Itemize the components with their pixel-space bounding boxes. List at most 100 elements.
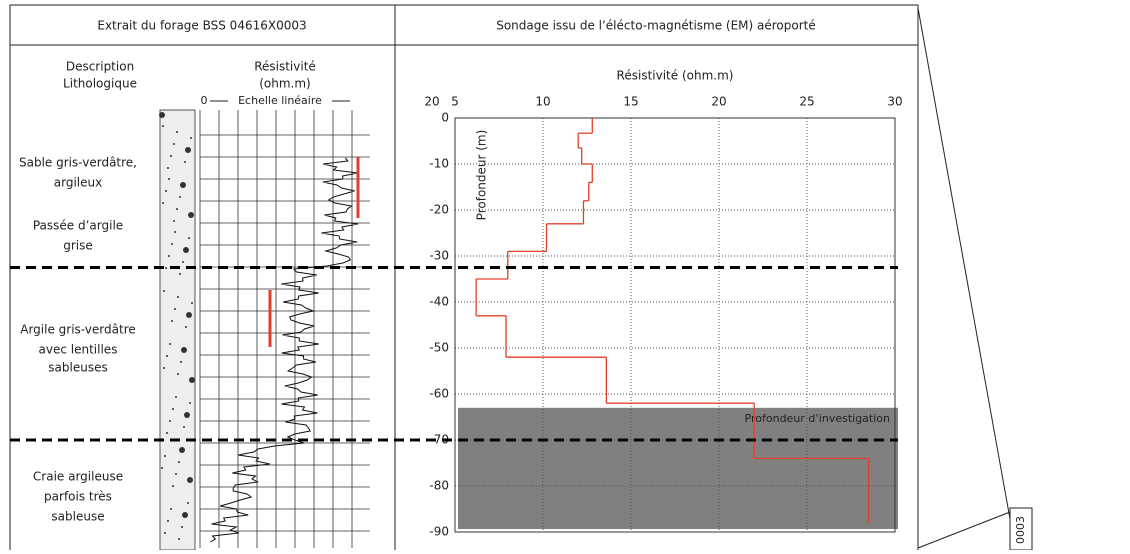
lithology-dot bbox=[172, 485, 174, 487]
y-tick-label: -40 bbox=[429, 295, 449, 309]
lithology-dot bbox=[178, 538, 180, 540]
lithology-dot bbox=[171, 243, 173, 245]
lithology-dot bbox=[181, 347, 187, 353]
lithology-dot bbox=[189, 402, 191, 404]
left-title: Extrait du forage BSS 04616X0003 bbox=[97, 19, 306, 33]
lithology-dot bbox=[171, 320, 173, 322]
plot-frame bbox=[454, 117, 896, 533]
lithology-dot bbox=[164, 532, 166, 534]
x-tick-label: 5 bbox=[451, 95, 459, 109]
lithology-dot bbox=[167, 167, 169, 169]
side-label: 0003 bbox=[1014, 516, 1027, 544]
lithology-dot bbox=[168, 255, 170, 257]
lithology-dot bbox=[172, 408, 174, 410]
lithology-dot bbox=[175, 396, 177, 398]
lithology-label: Passée d’argile bbox=[33, 219, 123, 233]
y-tick-label: -50 bbox=[429, 341, 449, 355]
lithology-dot bbox=[159, 112, 165, 118]
lithology-label: Sable gris-verdâtre, bbox=[19, 156, 137, 170]
lithology-dot bbox=[174, 231, 176, 233]
y-tick-label: -90 bbox=[429, 525, 449, 539]
y-axis-label: Profondeur (m) bbox=[475, 130, 489, 221]
lithology-dot bbox=[162, 202, 164, 204]
resistivity-title: (ohm.m) bbox=[259, 77, 311, 91]
lithology-dot bbox=[187, 502, 189, 504]
lithology-dot bbox=[170, 155, 172, 157]
lithology-dot bbox=[177, 373, 179, 375]
y-tick-label: -20 bbox=[429, 203, 449, 217]
lithology-dot bbox=[173, 220, 175, 222]
lithology-dot bbox=[170, 508, 172, 510]
lithology-dot bbox=[184, 161, 186, 163]
lithology-dot bbox=[169, 343, 171, 345]
lithology-dot bbox=[182, 261, 184, 263]
x-axis-label: Résistivité (ohm.m) bbox=[617, 69, 734, 83]
lithology-dot bbox=[165, 190, 167, 192]
lithology-dot bbox=[169, 420, 171, 422]
lithology-dot bbox=[182, 512, 188, 518]
lithology-label: parfois très bbox=[44, 490, 112, 504]
lithology-dot bbox=[178, 461, 180, 463]
zoom-line bbox=[917, 511, 1011, 549]
lithology-dot bbox=[185, 326, 187, 328]
lithology-dot bbox=[190, 137, 192, 139]
y-tick-label: -10 bbox=[429, 157, 449, 171]
lithology-label: grise bbox=[63, 239, 93, 253]
investigation-zone bbox=[458, 407, 898, 529]
lithology-dot bbox=[167, 520, 169, 522]
lithology-dot bbox=[162, 125, 164, 127]
resistivity-title: Résistivité bbox=[254, 60, 316, 74]
lithology-dot bbox=[186, 312, 192, 318]
y-tick-label: -60 bbox=[429, 387, 449, 401]
y-tick-label: -30 bbox=[429, 249, 449, 263]
y-tick-label: 0 bbox=[441, 111, 449, 125]
description-title: Lithologique bbox=[63, 77, 137, 91]
lithology-dot bbox=[181, 526, 183, 528]
lithology-dot bbox=[163, 290, 165, 292]
lithology-dot bbox=[184, 412, 190, 418]
lithology-label: sableuses bbox=[48, 361, 107, 375]
lithology-label: Craie argileuse bbox=[33, 470, 123, 484]
lithology-dot bbox=[161, 467, 163, 469]
scale-zero: 0 bbox=[201, 94, 208, 107]
frame bbox=[9, 4, 919, 554]
x-tick-label: 15 bbox=[623, 95, 638, 109]
lithology-dot bbox=[187, 477, 193, 483]
lithology-dot bbox=[188, 212, 194, 218]
zoom-line bbox=[917, 7, 1013, 531]
lithology-dot bbox=[163, 367, 165, 369]
x-tick-label: 20 bbox=[424, 95, 439, 109]
lithology-dot bbox=[183, 426, 185, 428]
lithology-label: Argile gris-verdâtre bbox=[20, 323, 136, 337]
lithology-dot bbox=[165, 267, 167, 269]
lithology-dot bbox=[177, 296, 179, 298]
lithology-dot bbox=[166, 432, 168, 434]
lithology-dot bbox=[180, 182, 186, 188]
lithology-dot bbox=[173, 143, 175, 145]
x-tick-label: 10 bbox=[535, 95, 550, 109]
y-tick-label: -70 bbox=[429, 433, 449, 447]
x-tick-label: 25 bbox=[799, 95, 814, 109]
lithology-dot bbox=[189, 377, 195, 383]
lithology-dot bbox=[174, 308, 176, 310]
lithology-dot bbox=[175, 473, 177, 475]
right-title: Sondage issu de l’élécto-magnétisme (EM)… bbox=[496, 19, 816, 33]
lithology-dot bbox=[179, 273, 181, 275]
lithology-label: sableuse bbox=[51, 510, 104, 524]
lithology-dot bbox=[188, 237, 190, 239]
lithology-dot bbox=[179, 447, 185, 453]
lithology-dot bbox=[164, 455, 166, 457]
investigation-label: Profondeur d’investigation bbox=[745, 412, 890, 425]
x-tick-label: 30 bbox=[887, 95, 902, 109]
lithology-dot bbox=[179, 196, 181, 198]
lithology-dot bbox=[185, 147, 191, 153]
lithology-dot bbox=[168, 178, 170, 180]
lithology-dot bbox=[176, 131, 178, 133]
x-tick-label: 20 bbox=[711, 95, 726, 109]
y-tick-label: -80 bbox=[429, 479, 449, 493]
log-curve bbox=[210, 157, 359, 543]
lithology-dot bbox=[180, 361, 182, 363]
description-title: Description bbox=[66, 60, 134, 74]
lithology-dot bbox=[166, 355, 168, 357]
